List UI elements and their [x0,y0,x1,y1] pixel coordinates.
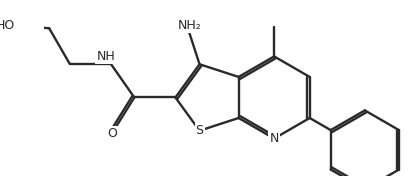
Text: O: O [107,127,117,140]
Text: NH₂: NH₂ [177,20,201,33]
Text: S: S [195,124,203,137]
Text: HO: HO [0,19,15,32]
Text: N: N [269,132,279,145]
Text: NH: NH [96,50,115,63]
